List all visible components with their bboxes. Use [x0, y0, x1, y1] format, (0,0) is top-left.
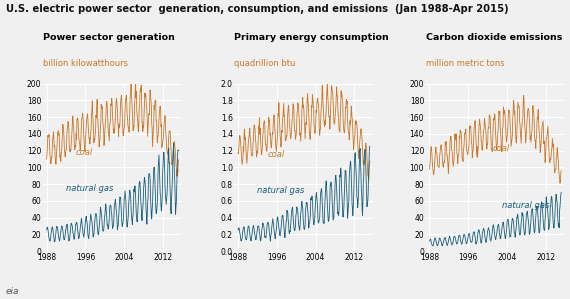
Text: Primary energy consumption: Primary energy consumption: [234, 33, 389, 42]
Text: million metric tons: million metric tons: [426, 59, 504, 68]
Text: natural gas: natural gas: [502, 201, 549, 210]
Text: eia: eia: [6, 287, 19, 296]
Text: natural gas: natural gas: [66, 184, 113, 193]
Text: U.S. electric power sector  generation, consumption, and emissions  (Jan 1988-Ap: U.S. electric power sector generation, c…: [6, 4, 508, 14]
Text: billion kilowatthours: billion kilowatthours: [43, 59, 128, 68]
Text: coal: coal: [492, 144, 510, 153]
Text: Carbon dioxide emissions: Carbon dioxide emissions: [426, 33, 562, 42]
Text: quadrillion btu: quadrillion btu: [234, 59, 295, 68]
Text: coal: coal: [76, 148, 93, 157]
Text: natural gas: natural gas: [258, 186, 305, 195]
Text: Power sector generation: Power sector generation: [43, 33, 174, 42]
Text: coal: coal: [267, 150, 284, 159]
